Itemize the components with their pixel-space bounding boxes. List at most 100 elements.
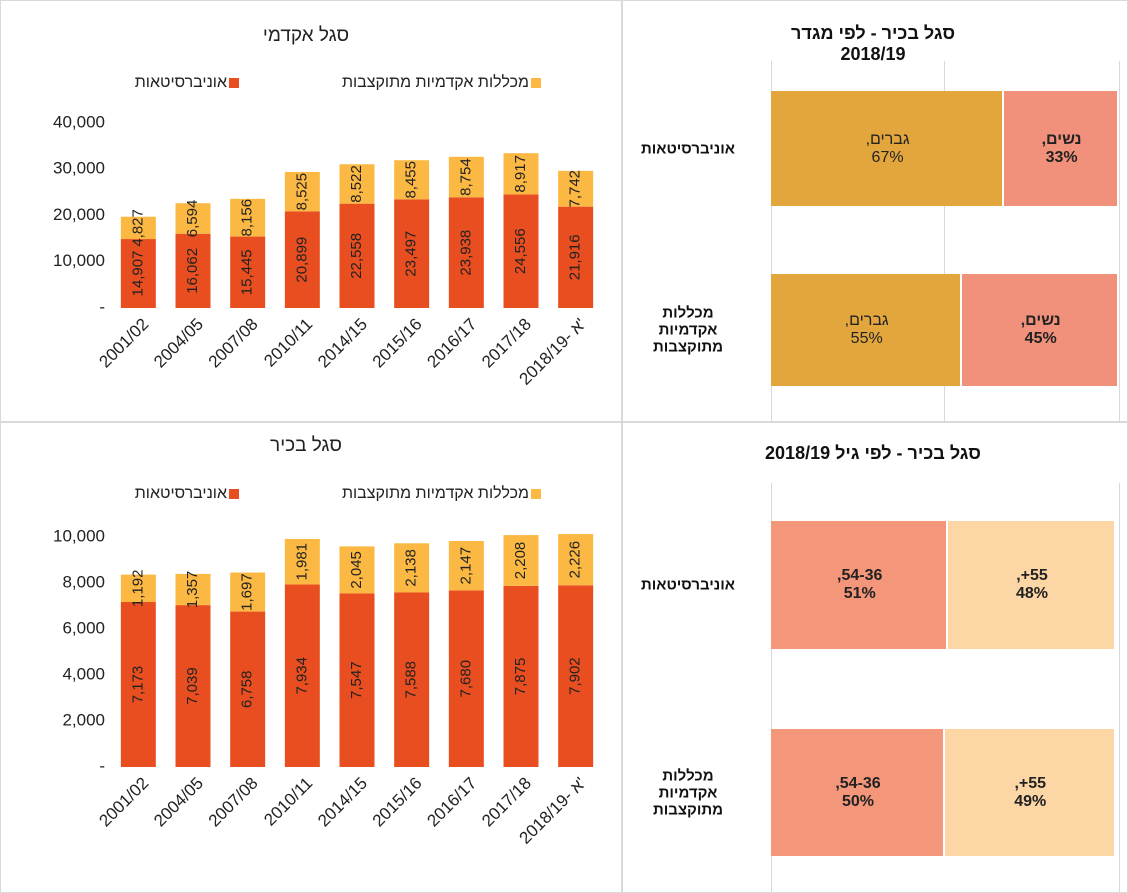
data-label: 16,062: [184, 248, 201, 294]
data-label: 8,156: [239, 199, 256, 237]
bar-segment: [284, 171, 320, 212]
y-tick-label: 20,000: [53, 205, 105, 224]
bar-segment: [558, 206, 594, 308]
data-label: 54-36, 50%: [835, 774, 881, 810]
data-label: 7,588: [403, 661, 420, 699]
x-tick-label: 2010/11: [260, 774, 316, 830]
data-label: 14,907: [129, 251, 146, 297]
data-label: 8,455: [403, 161, 420, 199]
legend-label: מכללות אקדמיות מתוקצבות: [342, 484, 529, 502]
bar-segment: [339, 546, 375, 594]
data-label: 54-36, 51%: [837, 567, 883, 602]
bar-segment: [175, 573, 211, 606]
bar-segment: [394, 543, 430, 593]
data-label: 7,875: [512, 658, 529, 696]
bar-segment: [558, 170, 594, 207]
x-tick-label: 2016/17: [423, 774, 480, 831]
bar-segment: [284, 584, 320, 767]
chart-title: סגל אקדמי: [263, 25, 349, 46]
x-tick-label: 2015/16: [369, 315, 426, 372]
x-tick-label: 2015/16: [369, 774, 426, 831]
bar-segment: [771, 521, 949, 649]
bar-segment: [230, 236, 266, 308]
x-tick-label: 2017/18: [478, 774, 535, 831]
chart-panel: סגל אקדמי אוניברסיטאות מכללות אקדמיות מתוק…: [0, 0, 622, 422]
bar-segment: [503, 535, 539, 586]
y-tick-label: 6,000: [62, 618, 105, 637]
data-label: 2,138: [403, 549, 420, 587]
data-label: 7,173: [129, 666, 146, 704]
x-tick-label: 2001/02: [95, 315, 152, 372]
chart-panel: סגל בכיר - לפי מגדר 2018/19 אוניברסיטאות ג…: [622, 0, 1128, 422]
bar-segment: [230, 198, 266, 237]
bar-chart: סגל אקדמי אוניברסיטאות מכללות אקדמיות מתוק…: [53, 25, 594, 389]
data-label: 8,754: [457, 158, 474, 196]
category-label: אוניברסיטאות: [640, 140, 736, 157]
y-tick-label: -: [99, 756, 105, 775]
bar-segment: [448, 540, 484, 591]
chart-panel: סגל בכיר - לפי גיל 2018/19 אוניברסיטאות 54…: [622, 422, 1128, 893]
grid-line: [1119, 61, 1120, 421]
x-tick-label: 2004/05: [150, 315, 207, 372]
y-tick-label: 2,000: [62, 710, 105, 729]
data-label: 23,938: [457, 230, 474, 276]
data-label: 7,742: [567, 170, 584, 208]
data-label: 7,547: [348, 661, 365, 699]
data-label: 20,899: [293, 237, 310, 283]
bar-segment: [948, 521, 1116, 649]
bar-segment: [284, 538, 320, 585]
bar-segment: [120, 574, 156, 603]
data-label: 23,497: [403, 231, 420, 277]
bar-segment: [771, 91, 1005, 206]
category-label: אוניברסיטאות: [640, 576, 736, 594]
y-tick-label: 10,000: [53, 526, 105, 545]
bar-segment: [120, 216, 156, 240]
grid-line: [771, 483, 772, 893]
bar-segment: [503, 153, 539, 195]
y-tick-label: 4,000: [62, 664, 105, 683]
bar-segment: [175, 203, 211, 234]
data-label: 8,522: [348, 165, 365, 203]
y-tick-label: 10,000: [53, 251, 105, 270]
y-tick-label: 30,000: [53, 159, 105, 178]
y-tick-label: -: [99, 297, 105, 316]
bar-segment: [394, 592, 430, 767]
data-label: 2,147: [457, 547, 474, 585]
data-label: 6,594: [184, 200, 201, 238]
chart-title: סגל בכיר - לפי גיל 2018/19: [765, 443, 981, 463]
chart-panel: סגל בכיר אוניברסיטאות מכללות אקדמיות מתוקצ…: [0, 422, 622, 893]
legend-label: מכללות אקדמיות מתוקצבות: [342, 73, 529, 91]
bar-segment: [175, 605, 211, 767]
bar-segment: [771, 729, 945, 856]
data-label: 7,039: [184, 667, 201, 705]
data-label: 55+, 48%: [1015, 567, 1049, 602]
data-label: 8,917: [512, 155, 529, 193]
bar-segment: [503, 585, 539, 767]
bar-segment: [339, 593, 375, 767]
bar-segment: [230, 611, 266, 767]
bar-segment: [945, 729, 1116, 856]
bar-segment: [394, 199, 430, 308]
bar-segment: [558, 585, 594, 767]
data-label: 8,525: [293, 173, 310, 211]
bar-segment: [120, 239, 156, 308]
bar-segment: [394, 160, 430, 200]
data-label: 6,758: [239, 671, 256, 709]
grid-line: [944, 61, 945, 421]
bar-segment: [1004, 91, 1119, 206]
x-tick-label: 2004/05: [150, 774, 207, 831]
chart-title: סגל בכיר: [270, 435, 342, 456]
legend-swatch: [229, 78, 239, 88]
data-label: 4,827: [129, 209, 146, 247]
data-label: 55+, 49%: [1014, 774, 1047, 810]
category-label: מכללות אקדמיות מתוקצבות: [652, 767, 724, 818]
data-label: 2,226: [567, 541, 584, 579]
data-label: 1,697: [239, 573, 256, 611]
data-label: 24,556: [512, 228, 529, 274]
grid-line: [1119, 483, 1120, 893]
bar-segment: [503, 194, 539, 308]
data-label: 7,902: [567, 657, 584, 695]
x-tick-label: 2014/15: [314, 315, 371, 372]
data-label: גברים, 67%: [865, 130, 910, 166]
